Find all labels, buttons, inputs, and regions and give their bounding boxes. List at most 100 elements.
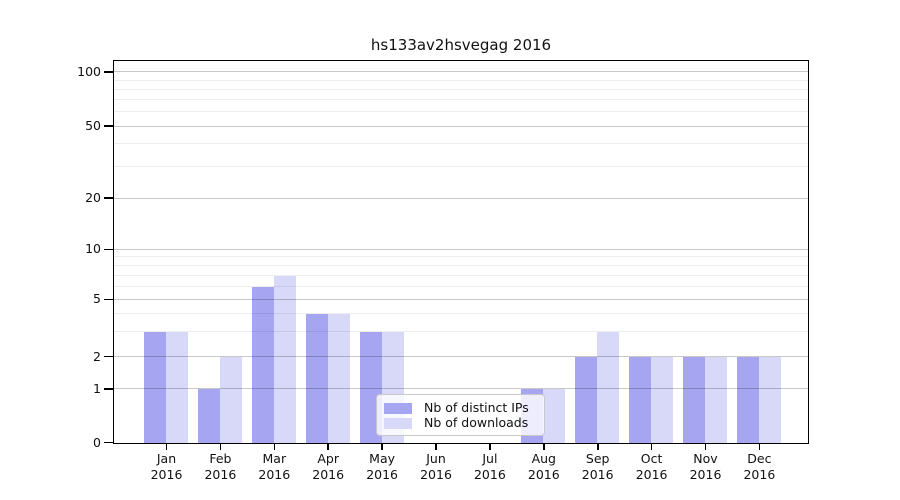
minor-gridline-7	[114, 274, 808, 276]
major-gridline-1	[114, 388, 808, 390]
month-label: May	[369, 451, 396, 466]
minor-gridline-90	[114, 79, 808, 81]
month-label: Jun	[426, 451, 446, 466]
year-label: 2016	[689, 466, 722, 482]
x-tick-jul	[489, 444, 491, 450]
x-tick-label-jul: Jul 2016	[460, 451, 520, 482]
x-tick-apr	[327, 444, 329, 450]
bar-downloads-nov	[705, 357, 727, 443]
legend-swatch-distinct-ips	[384, 402, 412, 414]
minor-gridline-4	[114, 312, 808, 314]
month-label: Apr	[317, 451, 339, 466]
bar-downloads-apr	[327, 313, 350, 443]
y-tick-2	[104, 355, 113, 358]
minor-gridline-70	[114, 99, 808, 101]
y-tick-label-5: 5	[93, 291, 101, 307]
major-gridline-5	[114, 298, 808, 300]
major-gridline-50	[114, 125, 808, 127]
year-label: 2016	[366, 466, 398, 482]
x-tick-label-mar: Mar 2016	[244, 451, 304, 482]
x-tick-oct	[650, 444, 653, 450]
y-tick-20	[104, 197, 113, 199]
legend-item-distinct-ips: Nb of distinct IPs	[384, 401, 536, 415]
month-label: Dec	[747, 451, 772, 466]
year-label: 2016	[635, 466, 668, 482]
y-tick-0	[104, 441, 113, 444]
x-tick-nov	[704, 444, 707, 450]
year-label: 2016	[743, 466, 776, 482]
month-label: Sep	[585, 451, 610, 466]
y-tick-label-10: 10	[85, 241, 101, 257]
y-tick-1	[104, 388, 113, 390]
month-label: Aug	[531, 451, 556, 466]
x-tick-aug	[543, 444, 545, 450]
bar-downloads-oct	[651, 357, 674, 443]
bar-downloads-dec	[758, 357, 781, 443]
month-label: Oct	[640, 451, 663, 466]
x-tick-label-sep: Sep 2016	[568, 451, 628, 482]
minor-gridline-9	[114, 256, 808, 258]
y-tick-label-100: 100	[77, 63, 101, 79]
minor-gridline-80	[114, 88, 808, 90]
major-gridline-20	[114, 197, 808, 199]
y-tick-5	[104, 298, 113, 301]
legend-item-downloads: Nb of downloads	[384, 416, 536, 430]
x-tick-mar	[273, 444, 276, 450]
minor-gridline-30	[114, 165, 808, 167]
minor-gridline-6	[114, 285, 808, 287]
bar-distinct-ips-feb	[197, 389, 220, 443]
y-tick-label-0: 0	[93, 434, 101, 450]
minor-gridline-3	[114, 330, 808, 332]
chart-title: hs133av2hsvegag 2016	[370, 36, 552, 54]
y-tick-10	[104, 248, 113, 251]
bar-downloads-jan	[166, 331, 188, 443]
x-tick-label-oct: Oct 2016	[622, 451, 682, 482]
y-tick-50	[104, 125, 113, 127]
year-label: 2016	[473, 466, 506, 482]
bar-downloads-mar	[273, 275, 296, 443]
x-tick-sep	[597, 444, 599, 450]
year-label: 2016	[420, 466, 452, 482]
legend-label-distinct-ips: Nb of distinct IPs	[424, 400, 529, 415]
x-tick-jun	[435, 444, 437, 450]
minor-gridline-8	[114, 264, 808, 266]
x-tick-dec	[758, 444, 761, 450]
month-label: Mar	[262, 451, 287, 466]
year-label: 2016	[258, 466, 291, 482]
bar-downloads-feb	[219, 357, 242, 443]
bar-distinct-ips-mar	[251, 286, 274, 443]
x-tick-may	[381, 444, 383, 450]
bar-distinct-ips-nov	[683, 357, 705, 443]
x-tick-label-nov: Nov 2016	[676, 451, 736, 482]
month-label: Nov	[693, 451, 718, 466]
plot-area	[113, 60, 809, 444]
y-tick-100	[104, 71, 113, 73]
major-gridline-10	[114, 248, 808, 250]
minor-gridline-60	[114, 111, 808, 113]
year-label: 2016	[150, 466, 183, 482]
year-label: 2016	[204, 466, 237, 482]
y-tick-label-50: 50	[85, 118, 101, 133]
y-tick-label-2: 2	[93, 348, 101, 364]
minor-gridline-40	[114, 143, 808, 145]
legend-label-downloads: Nb of downloads	[424, 415, 529, 430]
bar-distinct-ips-dec	[736, 357, 759, 443]
year-label: 2016	[581, 466, 614, 482]
month-label: Feb	[209, 451, 232, 466]
bar-distinct-ips-sep	[575, 357, 598, 443]
legend-swatch-downloads	[384, 417, 412, 429]
x-tick-label-apr: Apr 2016	[298, 451, 358, 482]
bar-downloads-sep	[597, 331, 620, 443]
y-tick-label-1: 1	[93, 380, 101, 396]
major-gridline-2	[114, 356, 808, 358]
month-label: Jul	[482, 451, 498, 466]
x-tick-label-dec: Dec 2016	[729, 451, 789, 482]
bar-distinct-ips-apr	[305, 313, 328, 443]
legend: Nb of distinct IPs Nb of downloads	[376, 394, 545, 436]
x-tick-label-aug: Aug 2016	[514, 451, 574, 482]
bar-distinct-ips-jan	[144, 331, 166, 443]
x-tick-label-may: May 2016	[352, 451, 412, 482]
month-label: Jan	[156, 451, 177, 466]
x-tick-label-jun: Jun 2016	[406, 451, 466, 482]
